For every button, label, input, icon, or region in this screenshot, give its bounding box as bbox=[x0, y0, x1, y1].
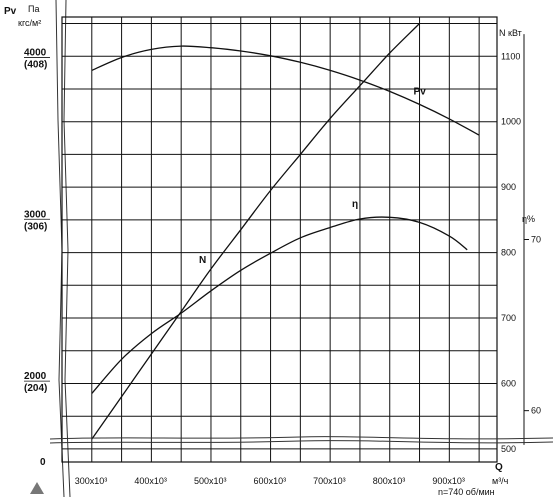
left-tick-label-pa: 4000 bbox=[24, 47, 47, 58]
power-tick-label: 500 bbox=[501, 444, 516, 454]
left-tick-label-kgs: (306) bbox=[24, 221, 47, 232]
labels: 300x10³ 400x10³ 500x10³ 600x10³ 700x10³ 800x1… bbox=[24, 34, 541, 486]
right-axis-efficiency-label: η% bbox=[522, 214, 535, 224]
x-axis-label: Q bbox=[495, 462, 503, 473]
series-label: N bbox=[199, 255, 206, 266]
power-tick-label: 1000 bbox=[501, 117, 521, 127]
power-tick-label: 700 bbox=[501, 313, 516, 323]
efficiency-tick-label: 70 bbox=[531, 235, 541, 245]
left-tick-label-pa: 3000 bbox=[24, 209, 47, 220]
grid bbox=[61, 16, 498, 463]
left-tick-label-kgs: (204) bbox=[24, 383, 47, 394]
series-line-n bbox=[91, 23, 420, 440]
efficiency-tick-label: 60 bbox=[531, 406, 541, 416]
x-axis-unit: м³/ч bbox=[492, 476, 509, 486]
left-axis-unit-kgs: кгс/м² bbox=[18, 18, 41, 28]
x-tick-label: 700x10³ bbox=[313, 476, 346, 486]
left-tick-label-pa: 2000 bbox=[24, 371, 47, 382]
left-tick-label-kgs: (408) bbox=[24, 59, 47, 70]
x-tick-label: 900x10³ bbox=[432, 476, 465, 486]
baseline-band bbox=[49, 436, 553, 440]
left-axis-symbol: Pv bbox=[4, 6, 17, 17]
x-axis-speed-note: n=740 об/мин bbox=[438, 487, 495, 497]
plot-frame bbox=[61, 16, 498, 463]
right-axis-power-label: N кВт bbox=[499, 28, 522, 38]
series-label: η bbox=[352, 199, 358, 210]
left-axis-break bbox=[55, 0, 71, 497]
series-line-eta bbox=[91, 216, 468, 394]
power-tick-label: 900 bbox=[501, 182, 516, 192]
x-tick-label: 800x10³ bbox=[373, 476, 406, 486]
power-tick-label: 600 bbox=[501, 378, 516, 388]
triangle-icon bbox=[30, 482, 44, 494]
left-axis-unit-pa: Па bbox=[28, 4, 39, 14]
x-tick-label: 400x10³ bbox=[134, 476, 167, 486]
series-line-pv bbox=[91, 45, 480, 136]
curves bbox=[91, 23, 480, 440]
x-tick-label: 500x10³ bbox=[194, 476, 227, 486]
power-tick-label: 1100 bbox=[501, 51, 520, 61]
baseline-band-2 bbox=[49, 440, 553, 444]
left-axis-zero-label: 0 bbox=[40, 457, 46, 468]
series-label: Pv bbox=[414, 86, 427, 97]
x-tick-label: 600x10³ bbox=[254, 476, 287, 486]
power-tick-label: 800 bbox=[501, 248, 516, 258]
x-tick-label: 300x10³ bbox=[75, 476, 108, 486]
